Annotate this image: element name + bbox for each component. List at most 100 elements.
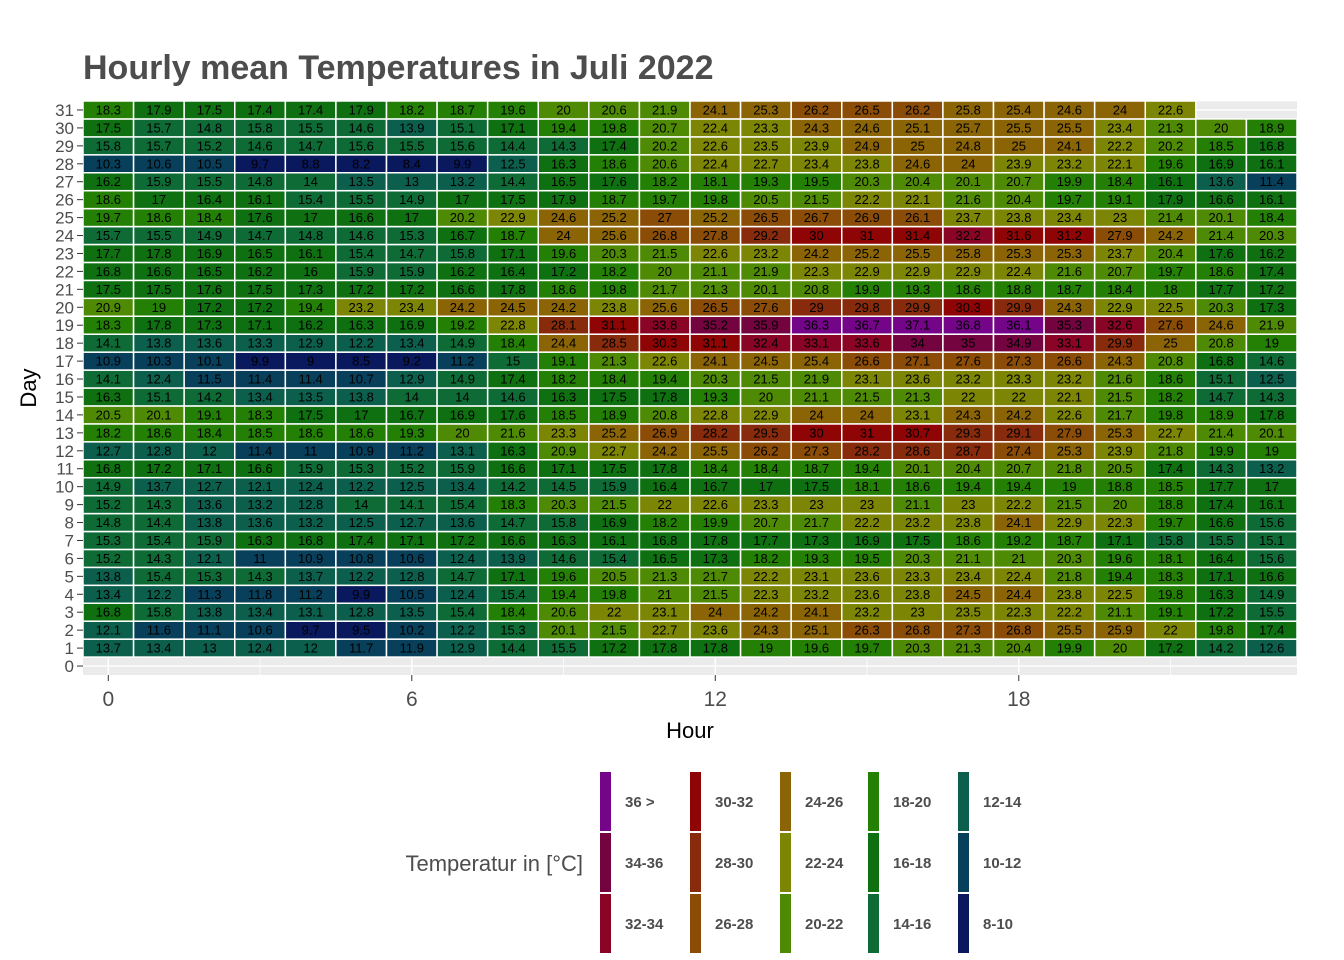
cell-value-label: 15.8 [551, 515, 576, 530]
cell-value-label: 14.4 [146, 515, 171, 530]
cell-value-label: 15.6 [450, 138, 475, 153]
cell-value-label: 18.2 [96, 425, 121, 440]
y-tick-label: 26 [55, 191, 74, 210]
cell-value-label: 12.5 [349, 515, 374, 530]
cell-value-label: 18.3 [500, 497, 525, 512]
cell-value-label: 8.8 [302, 156, 320, 171]
cell-value-label: 18.3 [96, 102, 121, 117]
cell-value-label: 16.2 [96, 174, 121, 189]
cell-value-label: 25.8 [956, 102, 981, 117]
cell-value-label: 24.6 [1208, 318, 1233, 333]
cell-value-label: 17.4 [349, 533, 374, 548]
cell-value-label: 17.5 [96, 282, 121, 297]
cell-value-label: 17.2 [551, 264, 576, 279]
cell-value-label: 22.9 [905, 264, 930, 279]
cell-value-label: 16.4 [1208, 551, 1233, 566]
cell-value-label: 22.9 [956, 264, 981, 279]
cell-value-label: 20.8 [1158, 354, 1183, 369]
cell-value-label: 23.2 [1057, 156, 1082, 171]
cell-value-label: 18.6 [146, 210, 171, 225]
cell-value-label: 26.8 [652, 228, 677, 243]
cell-value-label: 20.3 [1259, 228, 1284, 243]
cell-value-label: 22.9 [753, 407, 778, 422]
cell-value-label: 16.6 [1208, 515, 1233, 530]
cell-value-label: 17.5 [298, 407, 323, 422]
cell-value-label: 18.2 [399, 102, 424, 117]
cell-value-label: 16.9 [450, 407, 475, 422]
cell-value-label: 12.5 [1259, 372, 1284, 387]
cell-value-label: 14.4 [500, 641, 525, 656]
cell-value-label: 20.3 [854, 174, 879, 189]
cell-value-label: 18.6 [905, 479, 930, 494]
cell-value-label: 25.3 [1057, 246, 1082, 261]
cell-value-label: 23.3 [753, 497, 778, 512]
cell-value-label: 14.2 [500, 479, 525, 494]
cell-value-label: 16.2 [247, 264, 272, 279]
cell-value-label: 37.1 [905, 318, 930, 333]
cell-value-label: 21.3 [956, 641, 981, 656]
cell-value-label: 17.3 [703, 551, 728, 566]
cell-value-label: 27.9 [1057, 425, 1082, 440]
cell-value-label: 19.4 [956, 479, 981, 494]
cell-value-label: 14.3 [1208, 461, 1233, 476]
cell-value-label: 17.2 [1259, 282, 1284, 297]
cell-value-label: 18.2 [753, 551, 778, 566]
cell-value-label: 10.6 [247, 623, 272, 638]
cell-value-label: 16.5 [652, 551, 677, 566]
cell-value-label: 23.9 [1107, 443, 1132, 458]
cell-value-label: 26.3 [854, 623, 879, 638]
cell-value-label: 20.1 [956, 174, 981, 189]
cell-value-label: 21.3 [1158, 120, 1183, 135]
cell-value-label: 17.1 [197, 461, 222, 476]
cell-value-label: 35 [961, 336, 975, 351]
cell-value-label: 12.4 [146, 372, 171, 387]
cell-value-label: 16.7 [399, 407, 424, 422]
cell-value-label: 24.2 [1158, 228, 1183, 243]
cell-value-label: 18.4 [1107, 174, 1132, 189]
cell-value-label: 16.9 [197, 246, 222, 261]
cell-value-label: 23.2 [956, 372, 981, 387]
cell-value-label: 18.5 [1158, 479, 1183, 494]
cell-value-label: 19 [1062, 479, 1076, 494]
cell-value-label: 24.2 [652, 443, 677, 458]
cell-value-label: 9.9 [352, 587, 370, 602]
cell-value-label: 25.5 [1057, 623, 1082, 638]
cell-value-label: 17.5 [601, 461, 626, 476]
cell-value-label: 19.3 [399, 425, 424, 440]
cell-value-label: 18.7 [500, 228, 525, 243]
cell-value-label: 19.6 [500, 102, 525, 117]
cell-value-label: 21.3 [905, 389, 930, 404]
y-tick-label: 5 [65, 567, 74, 586]
cell-value-label: 15 [506, 354, 520, 369]
cell-value-label: 16.6 [450, 282, 475, 297]
cell-value-label: 24 [556, 228, 570, 243]
cell-value-label: 24.2 [804, 246, 829, 261]
cell-value-label: 21.1 [804, 389, 829, 404]
cell-value-label: 19.5 [854, 551, 879, 566]
legend-color-key [958, 894, 969, 953]
cell-value-label: 22.3 [1006, 605, 1031, 620]
cell-value-label: 19.7 [1158, 515, 1183, 530]
x-tick-label: 0 [102, 688, 114, 711]
cell-value-label: 17.6 [197, 282, 222, 297]
cell-value-label: 14.1 [96, 336, 121, 351]
cell-value-label: 30 [809, 425, 823, 440]
cell-value-label: 17.8 [652, 389, 677, 404]
cell-value-label: 11.4 [298, 372, 322, 387]
cell-value-label: 13.6 [197, 497, 222, 512]
cell-value-label: 25.3 [1057, 443, 1082, 458]
cell-value-label: 13.6 [197, 336, 222, 351]
cell-value-label: 15.5 [298, 120, 323, 135]
cell-value-label: 16.2 [450, 264, 475, 279]
cell-value-label: 15.5 [146, 228, 171, 243]
cell-value-label: 14 [405, 389, 419, 404]
cell-value-label: 17.2 [450, 533, 475, 548]
legend-label: 22-24 [805, 855, 844, 872]
cell-value-label: 17.2 [247, 300, 272, 315]
cell-value-label: 19.3 [804, 551, 829, 566]
cell-value-label: 24.4 [1006, 587, 1031, 602]
cell-value-label: 10.5 [197, 156, 222, 171]
cell-value-label: 15.4 [450, 605, 475, 620]
cell-value-label: 24 [809, 407, 823, 422]
cell-value-label: 16.3 [500, 443, 525, 458]
